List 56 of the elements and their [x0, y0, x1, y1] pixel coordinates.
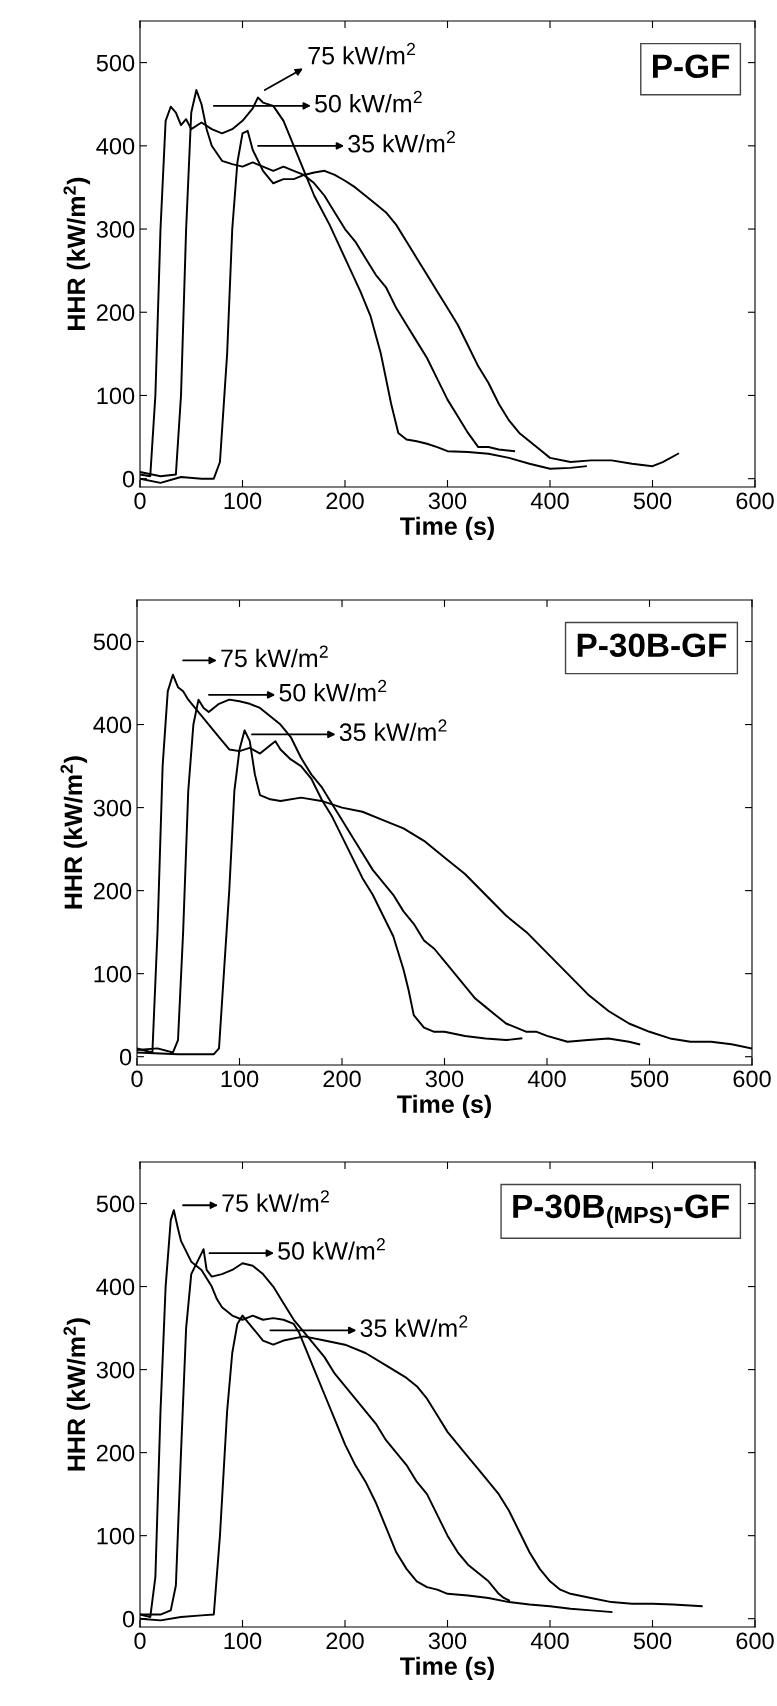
x-tick-label: 200	[326, 1632, 364, 1650]
x-tick-label: 400	[527, 1070, 566, 1088]
x-tick-label: 0	[134, 1632, 146, 1650]
x-tick-label: 400	[530, 1632, 569, 1650]
y-tick-label: 300	[96, 221, 135, 238]
x-tick-label: 0	[134, 492, 146, 510]
annotation: 50 kW/m$^{2}$	[278, 1238, 385, 1260]
y-axis-title: HHR (kW/m$^{2}$)	[63, 1318, 91, 1471]
y-tick-label: 100	[97, 1527, 135, 1545]
annotation: 75 kW/m$^{2}$	[221, 645, 328, 668]
annotation: 50 kW/m$^{2}$	[279, 679, 387, 702]
y-tick-label: 0	[122, 470, 135, 488]
text: P-30B$_{(MPS)}$-GF	[513, 1194, 730, 1228]
x-tick-label: 200	[326, 492, 364, 510]
annotation: 75 kW/m$^{2}$	[308, 42, 415, 65]
annotation: 35 kW/m$^{2}$	[348, 130, 455, 153]
y-axis-title: HHR (kW/m$^{2}$)	[63, 177, 91, 330]
y-tick-label: 400	[96, 137, 135, 155]
y-tick-label: 200	[96, 1444, 135, 1462]
x-axis-title: Time (s)	[397, 1094, 491, 1118]
x-tick-label: 200	[323, 1070, 361, 1088]
y-tick-label: 300	[96, 1361, 135, 1379]
x-tick-label: 400	[530, 492, 569, 510]
y-tick-label: 0	[122, 1610, 135, 1628]
x-tick-label: 100	[224, 1632, 262, 1650]
y-tick-label: 300	[93, 799, 132, 817]
x-tick-label: 600	[733, 1070, 771, 1088]
x-tick-label: 100	[224, 492, 262, 510]
y-tick-label: 100	[97, 387, 135, 405]
x-axis-title: Time (s)	[400, 1656, 494, 1680]
x-tick-label: 100	[221, 1070, 259, 1088]
annotation: 50 kW/m$^{2}$	[315, 90, 422, 113]
y-tick-label: 500	[93, 633, 132, 651]
y-tick-label: 200	[96, 304, 135, 322]
text: P-GF	[653, 54, 730, 79]
y-tick-label: 200	[93, 882, 132, 900]
x-axis-title: Time (s)	[400, 516, 494, 540]
y-tick-label: 500	[96, 1195, 135, 1213]
x-tick-label: 500	[633, 1632, 672, 1650]
y-tick-label: 400	[96, 1278, 135, 1296]
y-tick-label: 400	[93, 716, 132, 734]
x-tick-label: 600	[736, 1632, 774, 1650]
x-tick-label: 500	[630, 1070, 669, 1088]
y-tick-label: 500	[96, 54, 135, 72]
y-tick-label: 0	[119, 1048, 132, 1066]
x-tick-label: 600	[736, 492, 774, 510]
annotation: 35 kW/m$^{2}$	[360, 1315, 468, 1338]
x-tick-label: 300	[428, 1632, 467, 1650]
x-tick-label: 300	[425, 1070, 464, 1088]
annotation: 35 kW/m$^{2}$	[339, 719, 447, 742]
text: P-30B-GF	[577, 633, 727, 658]
annotation: 75 kW/m$^{2}$	[222, 1190, 329, 1212]
x-tick-label: 500	[633, 492, 672, 510]
y-axis-title: HHR (kW/m$^{2}$)	[60, 756, 88, 909]
x-tick-label: 300	[428, 492, 467, 510]
y-tick-label: 100	[94, 965, 132, 983]
